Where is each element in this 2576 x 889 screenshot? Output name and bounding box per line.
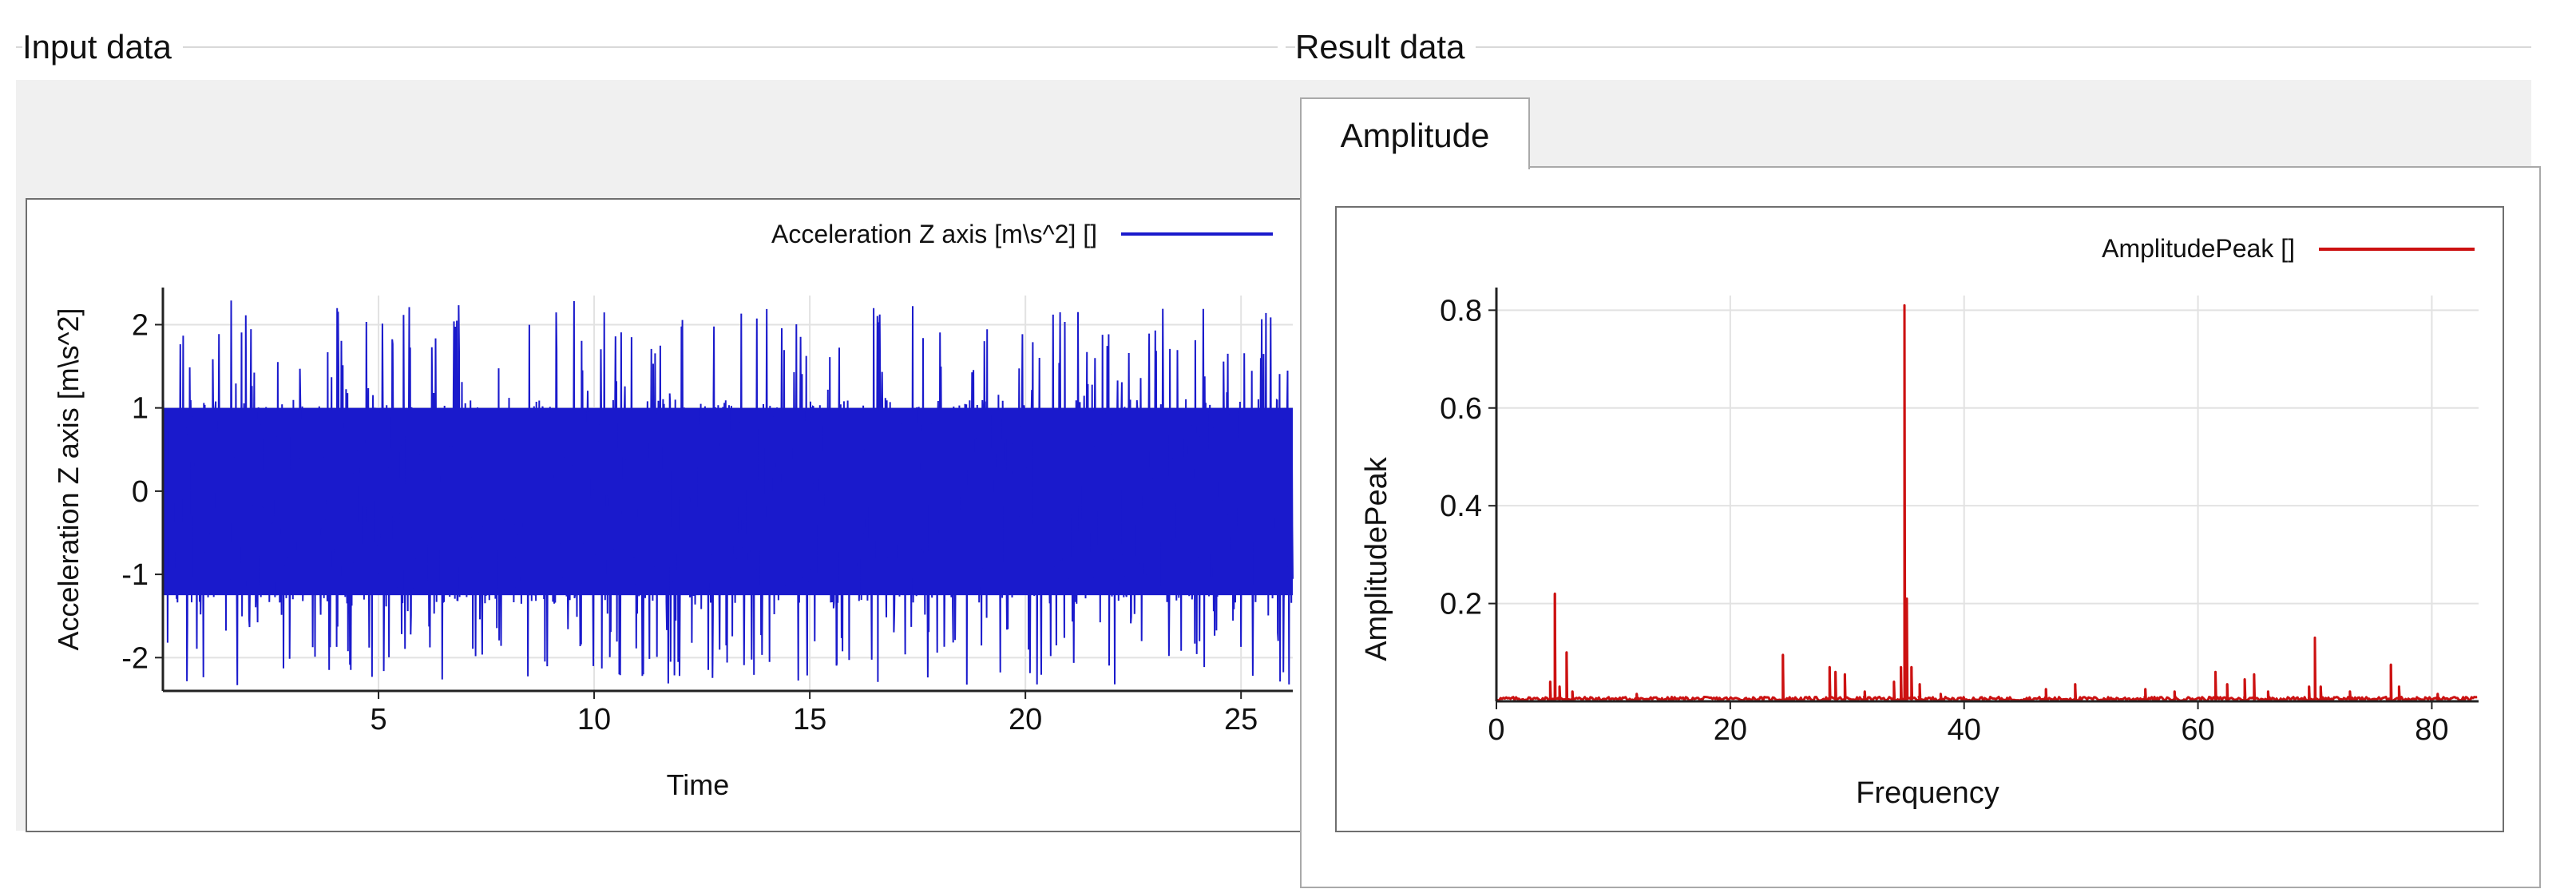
- x-tick-label: 40: [1948, 713, 1981, 747]
- x-tick-label: 80: [2415, 713, 2448, 747]
- y-tick-label: 2: [132, 308, 149, 342]
- result-chart-ylabel: AmplitudePeak: [1360, 456, 1393, 661]
- y-tick-label: 0.6: [1440, 392, 1482, 426]
- input-chart: 5 10 15 20 25 -2 -1 0 1 2 Acceleration Z axis [m\…: [52, 220, 1294, 801]
- x-tick-label: 20: [1009, 703, 1042, 736]
- y-tick-label: -2: [121, 641, 149, 675]
- y-tick-label: 0: [132, 475, 149, 509]
- result-chart-frame: 0 20 40 60 80 0.2 0.4 0.6 0.8 AmplitudePeak Freq…: [1335, 206, 2504, 832]
- input-chart-frame: 5 10 15 20 25 -2 -1 0 1 2 Acceleration Z axis [m\…: [26, 198, 1306, 832]
- input-chart-legend-label: Acceleration Z axis [m\s^2] []: [771, 220, 1097, 248]
- input-chart-ylabel: Acceleration Z axis [m\s^2]: [52, 308, 85, 650]
- x-tick-label: 0: [1488, 713, 1504, 747]
- y-tick-label: 0.4: [1440, 490, 1482, 523]
- result-chart-legend-label: AmplitudePeak []: [2102, 234, 2295, 263]
- amplitude-peak-series-line: [1495, 304, 2478, 702]
- y-tick-label: 0.8: [1440, 294, 1482, 327]
- input-group-line: [16, 46, 1278, 48]
- input-group-title: Input data: [22, 30, 183, 64]
- result-chart-xlabel: Frequency: [1856, 776, 1999, 810]
- input-chart-xlabel: Time: [667, 768, 730, 801]
- x-tick-label: 15: [793, 703, 826, 736]
- x-tick-label: 20: [1714, 713, 1747, 747]
- y-tick-label: 1: [132, 392, 149, 426]
- x-tick-label: 25: [1224, 703, 1258, 736]
- result-chart: 0 20 40 60 80 0.2 0.4 0.6 0.8 AmplitudePeak Freq…: [1360, 234, 2479, 810]
- result-group-title: Result data: [1295, 30, 1476, 64]
- result-group-line: [1286, 46, 2531, 48]
- x-tick-label: 5: [370, 703, 386, 736]
- x-tick-label: 60: [2181, 713, 2214, 747]
- acceleration-series-line: [162, 300, 1294, 685]
- tab-amplitude[interactable]: Amplitude: [1300, 97, 1530, 169]
- y-tick-label: -1: [121, 558, 149, 592]
- x-tick-label: 10: [577, 703, 611, 736]
- y-tick-label: 0.2: [1440, 588, 1482, 621]
